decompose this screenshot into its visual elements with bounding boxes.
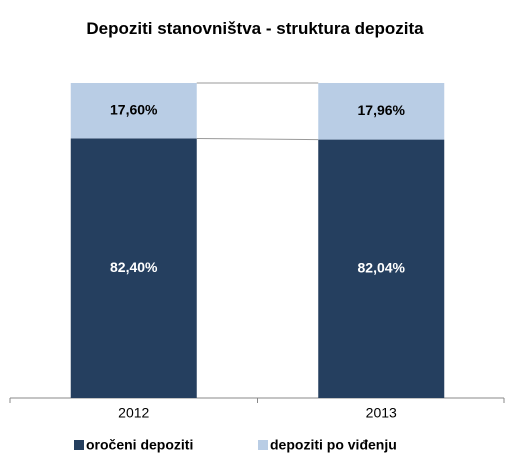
value-label: 82,04%: [358, 259, 406, 275]
value-label: 17,96%: [358, 102, 406, 118]
x-tick-label: 2012: [118, 405, 149, 421]
legend-label: depoziti po viđenju: [270, 437, 397, 453]
series-line: [196, 137, 319, 141]
bar-segment: [70, 83, 197, 139]
chart-title: Depoziti stanovništva - struktura depozi…: [86, 19, 424, 38]
legend-label: oročeni depoziti: [86, 437, 193, 453]
bar-segment: [318, 83, 445, 140]
value-label: 82,40%: [110, 259, 158, 275]
bar-segment: [318, 139, 445, 398]
legend-swatch: [74, 440, 84, 450]
value-label: 17,60%: [110, 101, 158, 117]
bar-segment: [70, 138, 197, 398]
x-tick-label: 2013: [366, 405, 397, 421]
legend-swatch: [258, 440, 268, 450]
